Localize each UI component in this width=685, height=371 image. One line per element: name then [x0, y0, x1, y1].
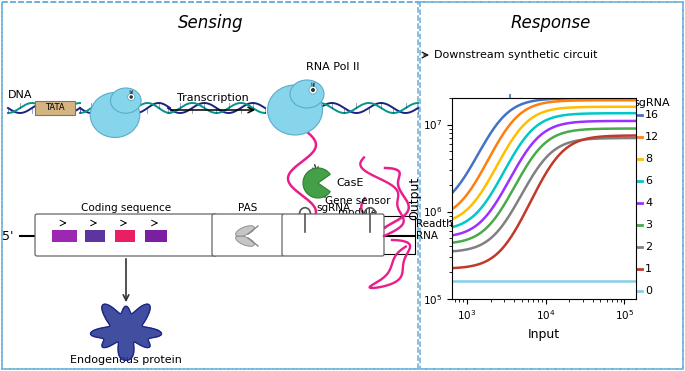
- Ellipse shape: [290, 80, 324, 108]
- Wedge shape: [303, 168, 330, 198]
- Text: Sensing: Sensing: [178, 14, 244, 32]
- FancyBboxPatch shape: [282, 214, 384, 256]
- Circle shape: [127, 93, 135, 101]
- Text: 12: 12: [645, 132, 659, 142]
- Text: 4: 4: [645, 198, 652, 208]
- Text: Coding sequence: Coding sequence: [81, 203, 171, 213]
- Text: Readthrough
RNA: Readthrough RNA: [416, 219, 483, 241]
- FancyBboxPatch shape: [35, 101, 75, 115]
- Text: sgRNA: sgRNA: [634, 98, 671, 108]
- Text: Transcription: Transcription: [177, 93, 249, 103]
- Polygon shape: [90, 304, 162, 360]
- Text: 16: 16: [645, 110, 659, 120]
- Ellipse shape: [90, 92, 140, 138]
- Circle shape: [129, 95, 133, 99]
- Text: Response: Response: [511, 14, 591, 32]
- Text: Downstream synthetic circuit: Downstream synthetic circuit: [434, 50, 597, 60]
- Text: 0: 0: [645, 286, 652, 296]
- Text: TATA: TATA: [45, 104, 65, 112]
- Ellipse shape: [268, 85, 323, 135]
- Ellipse shape: [110, 88, 141, 113]
- X-axis label: Input: Input: [528, 328, 560, 341]
- Ellipse shape: [236, 236, 254, 246]
- Text: 6: 6: [645, 176, 652, 186]
- Text: sgRNA: sgRNA: [316, 203, 350, 213]
- Circle shape: [311, 88, 315, 92]
- Y-axis label: Output: Output: [408, 177, 421, 220]
- Bar: [115, 230, 135, 242]
- Text: Endogenous protein: Endogenous protein: [70, 355, 182, 365]
- Text: RNA Pol II: RNA Pol II: [306, 62, 360, 72]
- Circle shape: [309, 86, 317, 94]
- Bar: [145, 230, 167, 242]
- Bar: [2, 2, 418, 369]
- Text: 2: 2: [645, 242, 652, 252]
- Text: 8: 8: [645, 154, 652, 164]
- FancyBboxPatch shape: [35, 214, 217, 256]
- Ellipse shape: [236, 226, 254, 236]
- Text: 1: 1: [645, 264, 652, 274]
- FancyBboxPatch shape: [212, 214, 284, 256]
- Text: PAS: PAS: [238, 203, 258, 213]
- Bar: [420, 2, 683, 369]
- Text: 5': 5': [3, 230, 14, 243]
- Text: CasE: CasE: [336, 178, 363, 188]
- Text: Gene sensor
module: Gene sensor module: [325, 196, 390, 218]
- Bar: [85, 230, 105, 242]
- Bar: [52, 230, 77, 242]
- Text: 3: 3: [645, 220, 652, 230]
- Text: DNA: DNA: [8, 90, 32, 100]
